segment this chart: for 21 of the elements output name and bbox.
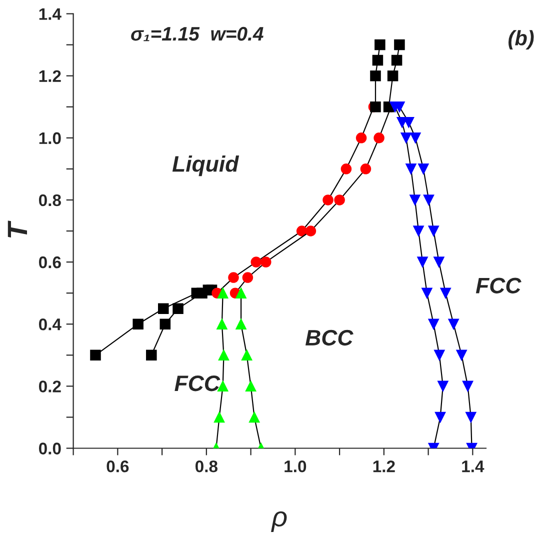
y-tick-label: 0.4 — [38, 318, 62, 330]
annotation: BCC — [305, 330, 354, 346]
text: (b) — [508, 30, 534, 50]
y-tick-label: 0.8 — [38, 194, 61, 206]
y-tick-label: 0.2 — [38, 380, 61, 392]
y-tick-label: 1.4 — [39, 8, 62, 20]
y-tick-label: 1.2 — [39, 70, 61, 82]
annotation: FCC — [174, 375, 220, 392]
x-tick-label: 1.4 — [462, 460, 484, 472]
x-tick-label: 0.6 — [106, 460, 129, 472]
annotation: FCC — [476, 278, 522, 294]
annotation: σ₁=1.15 w=0.4 — [131, 26, 264, 42]
x-tick-label: 0.8 — [196, 460, 218, 472]
y-tick-label: 0.6 — [38, 256, 61, 268]
y-tick-label: 0.0 — [38, 442, 61, 454]
x-tick-label: 1.0 — [284, 460, 306, 472]
y-axis-title: T — [8, 220, 28, 238]
annotation: Liquid — [172, 155, 240, 176]
y-tick-label: 1.0 — [39, 132, 61, 144]
x-tick-label: 1.2 — [373, 460, 395, 472]
x-axis-title: ρ — [271, 511, 287, 532]
